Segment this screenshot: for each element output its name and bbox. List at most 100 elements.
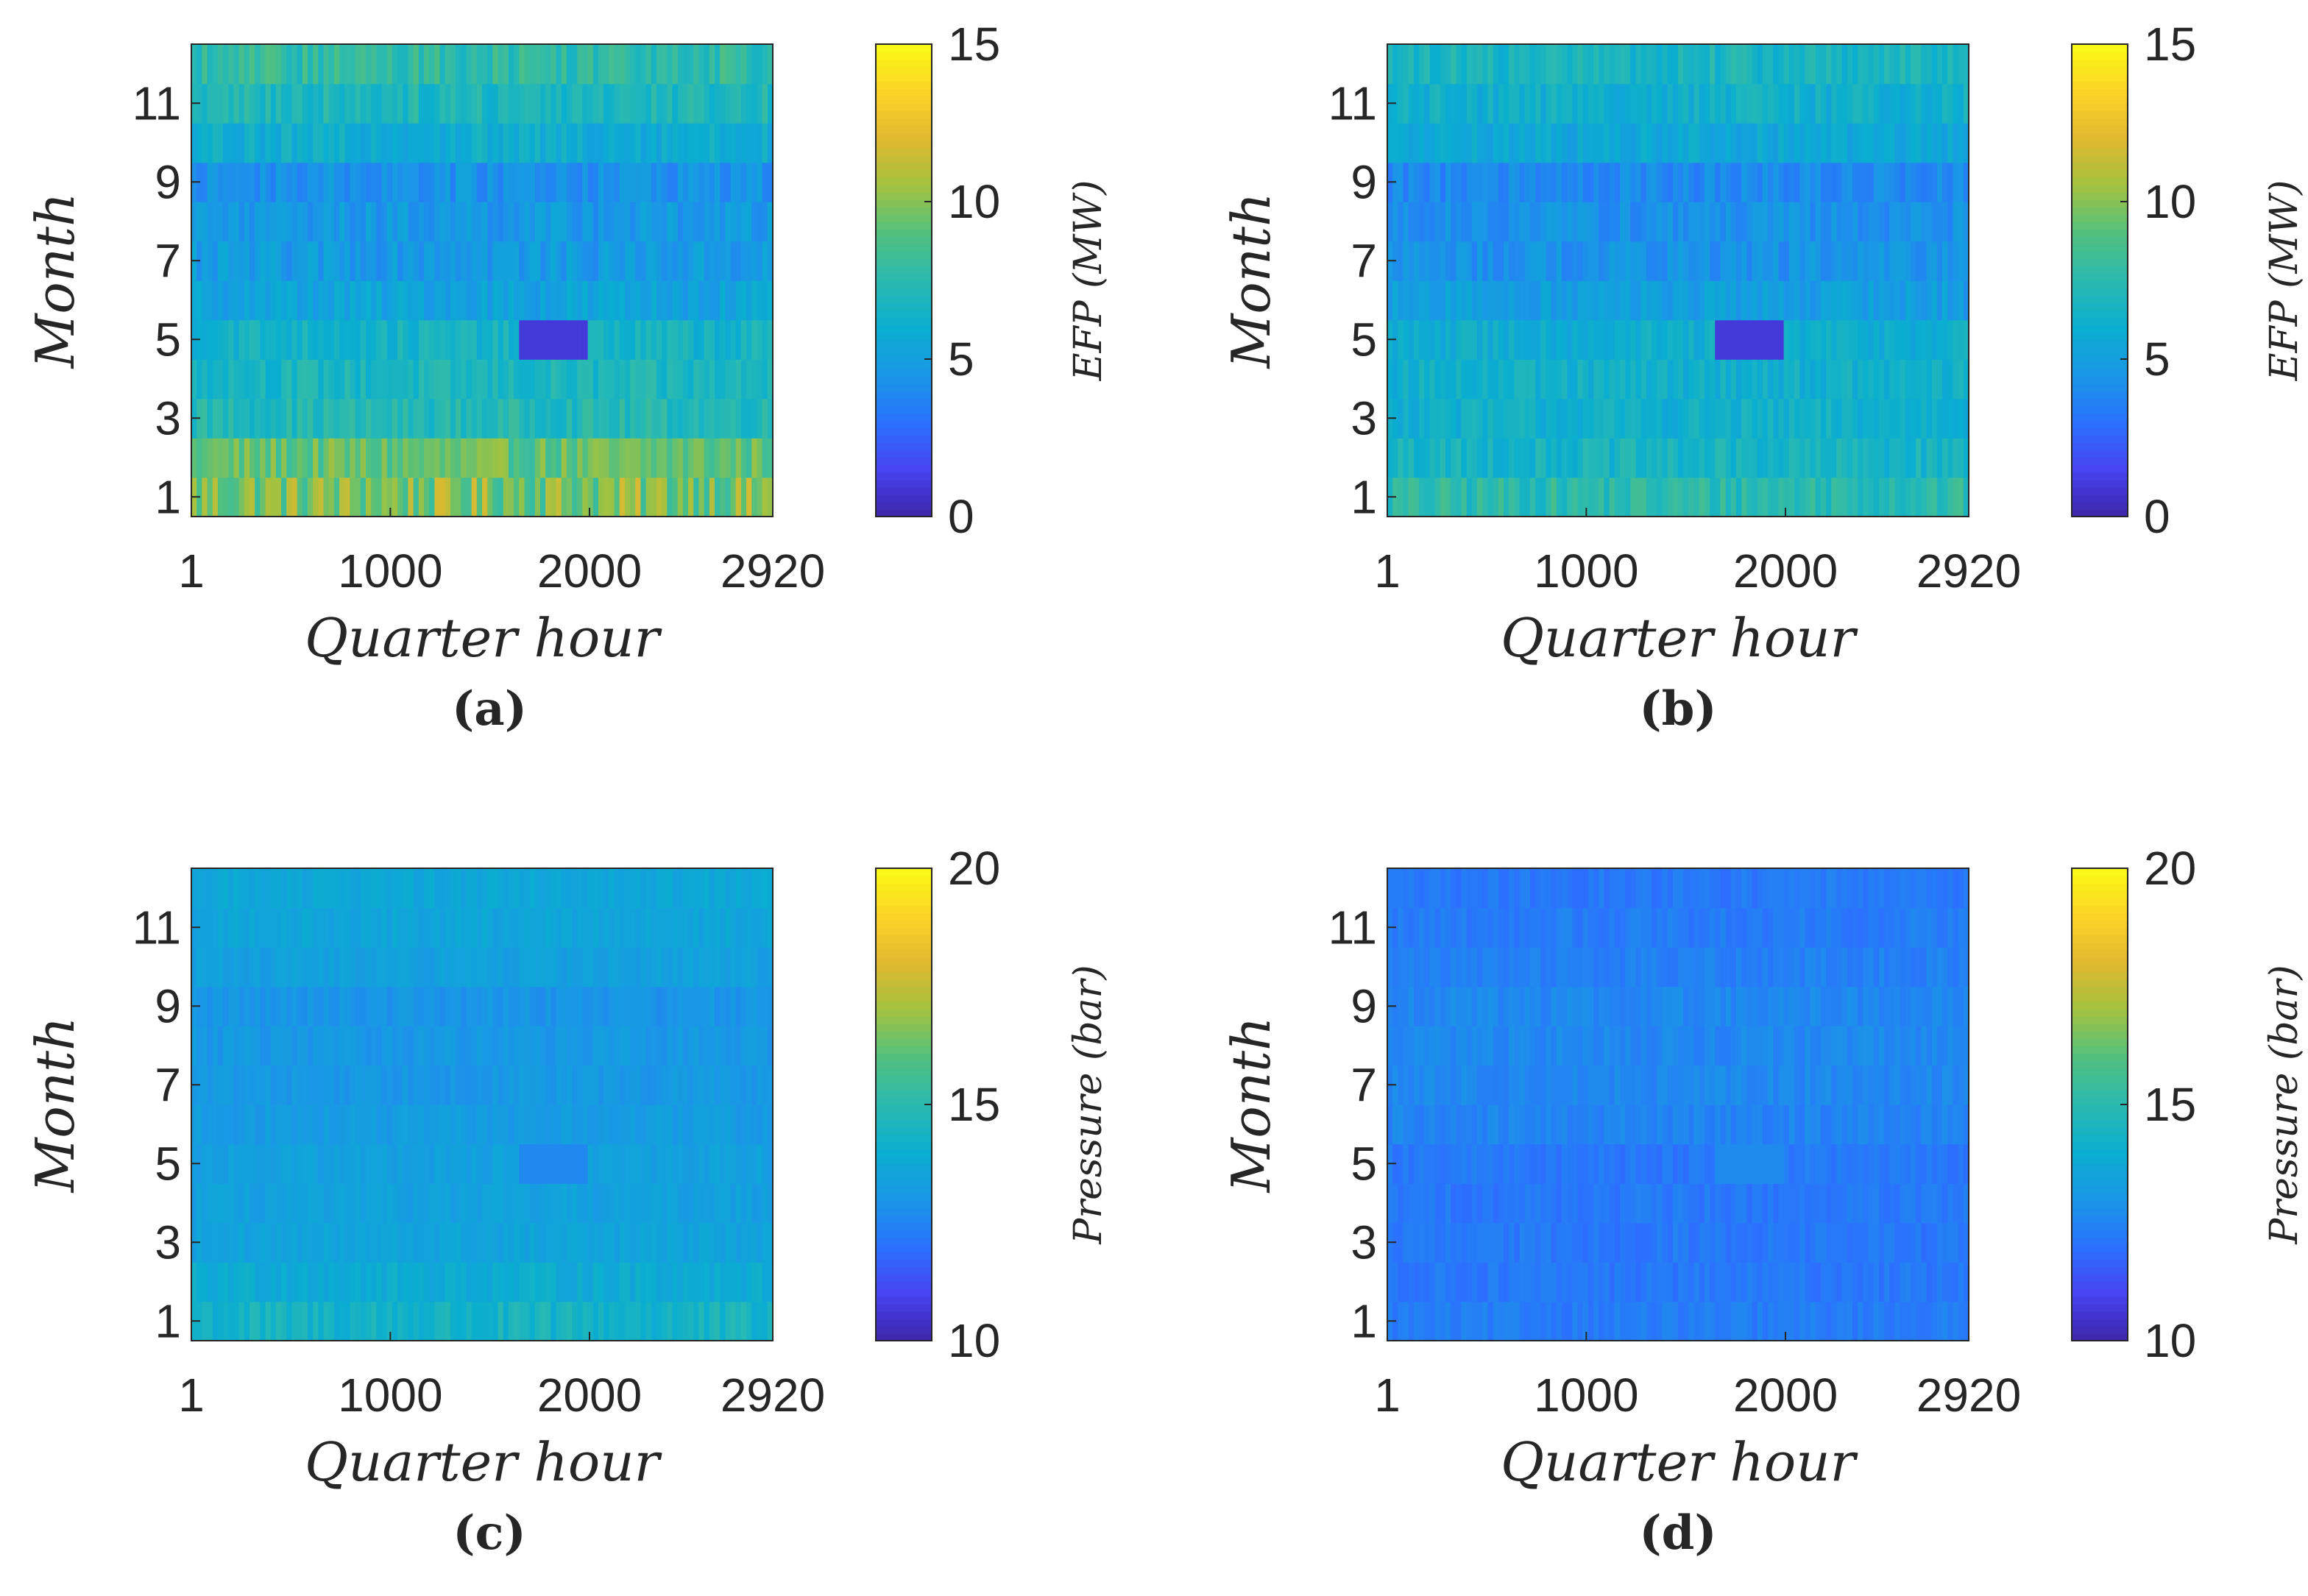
colorbar-segment [876, 1127, 932, 1135]
heatmap-cell [556, 868, 562, 909]
heatmap-cell [1662, 1065, 1668, 1105]
heatmap-cell [762, 1104, 768, 1145]
heatmap-cell [350, 986, 356, 1026]
heatmap-cell [1429, 280, 1436, 321]
heatmap-cell [693, 947, 700, 987]
heatmap-cell [1662, 477, 1668, 517]
heatmap-cell [514, 202, 520, 242]
heatmap-cell [202, 359, 208, 400]
heatmap-cell [439, 868, 446, 909]
heatmap-cell [244, 868, 250, 909]
heatmap-cell [429, 1301, 436, 1341]
heatmap-cell [1693, 1065, 1700, 1105]
colorbar-segment [876, 1274, 932, 1283]
heatmap-cell [1894, 1262, 1901, 1302]
heatmap-cell [1451, 438, 1457, 478]
heatmap-cell [1757, 280, 1763, 321]
heatmap-cell [223, 907, 230, 948]
heatmap-cell [1788, 162, 1795, 202]
heatmap-cell [434, 868, 441, 909]
heatmap-cell [360, 319, 367, 360]
heatmap-cell [577, 241, 584, 281]
heatmap-cell [635, 1143, 642, 1184]
heatmap-cell [715, 868, 721, 909]
heatmap-cell [1477, 1222, 1484, 1263]
heatmap-cell [1958, 359, 1964, 400]
heatmap-cell [1736, 280, 1742, 321]
heatmap-cell [1900, 1301, 1906, 1341]
heatmap-cell [1635, 44, 1642, 85]
heatmap-cell [355, 162, 361, 202]
heatmap-cell [1556, 1104, 1562, 1145]
heatmap-cell [545, 398, 552, 439]
heatmap-cell [1826, 162, 1833, 202]
heatmap-cell [498, 398, 504, 439]
heatmap-cell [645, 1262, 652, 1302]
heatmap-cell [318, 280, 325, 321]
heatmap-cell [672, 280, 679, 321]
heatmap-cell [715, 986, 721, 1026]
colorbar-segment [876, 949, 932, 958]
heatmap-cell [1529, 1065, 1536, 1105]
heatmap-cell [1788, 1183, 1795, 1224]
heatmap-cell [592, 162, 599, 202]
heatmap-cell [735, 162, 742, 202]
heatmap-cell [508, 241, 514, 281]
heatmap-cell [1614, 477, 1621, 517]
heatmap-cell [1921, 359, 1928, 400]
heatmap-cell [434, 1104, 441, 1145]
heatmap-cell [1831, 241, 1838, 281]
heatmap-cell [202, 241, 208, 281]
heatmap-cell [197, 868, 203, 909]
heatmap-cell [720, 438, 726, 478]
heatmap-cell [202, 477, 208, 517]
heatmap-cell [313, 1143, 319, 1184]
heatmap-cell [197, 947, 203, 987]
heatmap-cell [1778, 398, 1785, 439]
heatmap-cell [1858, 319, 1864, 360]
heatmap-cell [1582, 477, 1589, 517]
heatmap-cell [514, 986, 520, 1026]
heatmap-cell [392, 907, 398, 948]
heatmap-cell [313, 477, 319, 517]
heatmap-cell [1826, 280, 1833, 321]
heatmap-cell [1572, 44, 1579, 85]
heatmap-cell [1720, 1301, 1727, 1341]
heatmap-cell [386, 241, 393, 281]
heatmap-cell [534, 1222, 541, 1263]
heatmap-cell [551, 359, 557, 400]
heatmap-cell [1768, 319, 1774, 360]
heatmap-cell [1419, 1301, 1426, 1341]
heatmap-cell [1810, 1222, 1816, 1263]
heatmap-cell [1947, 123, 1954, 163]
heatmap-cell [1815, 44, 1822, 85]
heatmap-cell [651, 1301, 657, 1341]
heatmap-cell [1535, 398, 1542, 439]
heatmap-cell [630, 280, 637, 321]
heatmap-cell [619, 1026, 626, 1066]
heatmap-cell [508, 162, 514, 202]
heatmap-cell [1419, 241, 1426, 281]
heatmap-cell [1820, 477, 1827, 517]
heatmap-cell [693, 241, 700, 281]
heatmap-cell [492, 123, 499, 163]
heatmap-cell [471, 319, 478, 360]
heatmap-cell [461, 1183, 467, 1224]
heatmap-cell [1635, 202, 1642, 242]
heatmap-cell [1509, 123, 1515, 163]
heatmap-cell [1693, 359, 1700, 400]
heatmap-cell [619, 280, 626, 321]
heatmap-cell [561, 1262, 567, 1302]
heatmap-cell [1911, 359, 1916, 400]
heatmap-cell [1546, 319, 1552, 360]
heatmap-cell [1778, 83, 1785, 124]
heatmap-cell [762, 319, 768, 360]
heatmap-cell [1783, 1065, 1790, 1105]
heatmap-cell [662, 907, 668, 948]
heatmap-cell [1587, 1183, 1594, 1224]
heatmap-cell [545, 1222, 552, 1263]
heatmap-cell [1693, 1104, 1700, 1145]
heatmap-cell [403, 1301, 409, 1341]
heatmap-cell [672, 83, 679, 124]
heatmap-cell [313, 44, 319, 85]
